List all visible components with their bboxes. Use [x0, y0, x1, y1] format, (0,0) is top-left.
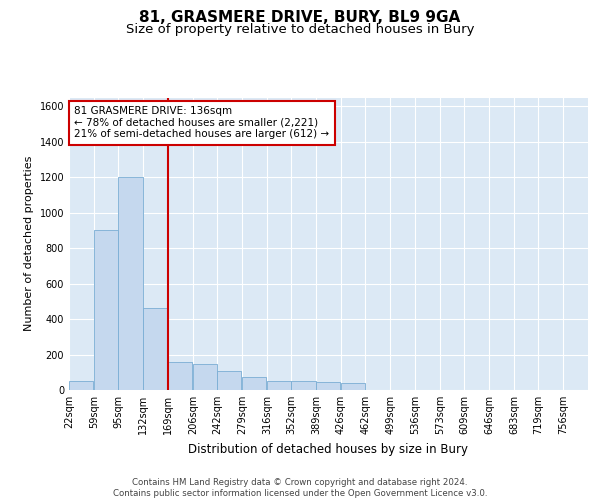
Bar [242, 376, 266, 390]
Text: 81, GRASMERE DRIVE, BURY, BL9 9GA: 81, GRASMERE DRIVE, BURY, BL9 9GA [139, 10, 461, 25]
Bar [69, 381, 94, 390]
Text: Size of property relative to detached houses in Bury: Size of property relative to detached ho… [126, 22, 474, 36]
Bar [316, 382, 340, 390]
Bar [118, 178, 143, 390]
Text: Contains HM Land Registry data © Crown copyright and database right 2024.
Contai: Contains HM Land Registry data © Crown c… [113, 478, 487, 498]
Text: 81 GRASMERE DRIVE: 136sqm
← 78% of detached houses are smaller (2,221)
21% of se: 81 GRASMERE DRIVE: 136sqm ← 78% of detac… [74, 106, 329, 140]
Bar [217, 370, 241, 390]
X-axis label: Distribution of detached houses by size in Bury: Distribution of detached houses by size … [188, 442, 469, 456]
Bar [341, 383, 365, 390]
Bar [94, 230, 118, 390]
Bar [168, 362, 193, 390]
Bar [193, 364, 217, 390]
Y-axis label: Number of detached properties: Number of detached properties [24, 156, 34, 332]
Bar [267, 381, 291, 390]
Bar [143, 308, 167, 390]
Bar [291, 381, 316, 390]
